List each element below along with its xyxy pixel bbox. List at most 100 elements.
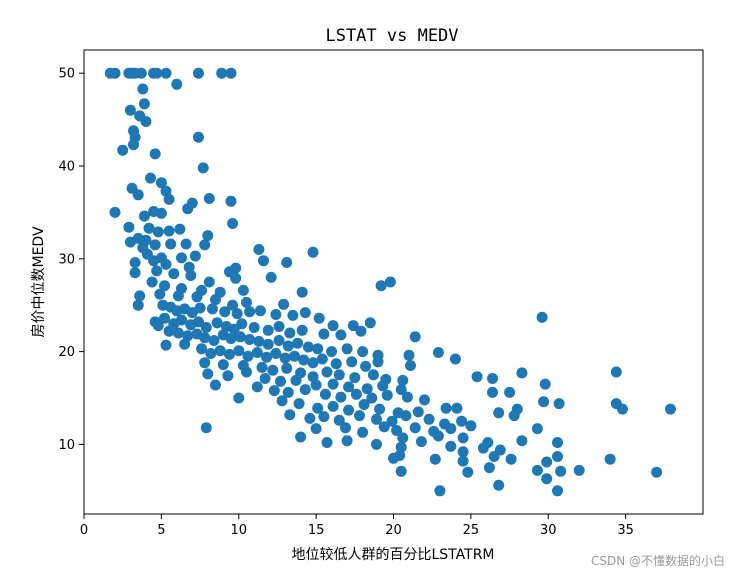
x-axis-label: 地位较低人群的百分比LSTATRM <box>292 547 495 563</box>
data-point <box>412 406 424 418</box>
plot-area <box>83 49 704 515</box>
data-point <box>573 464 585 476</box>
data-point <box>555 465 567 477</box>
data-point <box>313 312 325 324</box>
data-point <box>200 422 212 434</box>
data-point <box>287 309 299 321</box>
data-point <box>366 392 378 404</box>
data-point <box>298 354 310 366</box>
data-point <box>349 372 361 384</box>
data-point <box>321 437 333 448</box>
data-point <box>541 473 553 485</box>
data-point <box>138 98 150 110</box>
data-point <box>310 379 322 391</box>
data-point <box>185 270 197 281</box>
data-point <box>487 373 498 384</box>
y-tick-label: 40 <box>58 160 75 175</box>
x-tick-label: 20 <box>385 523 402 538</box>
data-point <box>552 485 563 497</box>
data-point <box>312 402 324 414</box>
data-point <box>327 378 339 390</box>
data-point <box>364 317 376 329</box>
data-point <box>429 453 441 465</box>
y-tick-label: 30 <box>58 252 75 267</box>
data-point <box>282 340 294 352</box>
data-point <box>160 67 172 79</box>
data-point <box>335 391 347 403</box>
data-point <box>183 261 195 273</box>
data-point <box>403 349 415 361</box>
data-point <box>117 144 129 156</box>
data-point <box>129 267 141 279</box>
data-point <box>493 407 505 419</box>
data-point <box>146 276 158 288</box>
x-tick-label: 0 <box>80 523 88 538</box>
data-point <box>354 410 365 422</box>
data-point <box>129 257 141 268</box>
data-point <box>456 415 468 427</box>
data-point <box>457 432 469 444</box>
data-point <box>307 357 319 369</box>
data-point <box>206 303 218 315</box>
data-point <box>155 207 167 219</box>
data-point <box>357 426 369 438</box>
data-point <box>202 230 214 242</box>
data-point <box>493 479 505 491</box>
data-point <box>374 403 386 415</box>
data-point <box>327 320 339 332</box>
data-point <box>160 258 172 270</box>
x-tick-label: 35 <box>617 523 634 538</box>
data-point <box>172 290 184 302</box>
data-point <box>371 438 382 450</box>
data-point <box>553 398 565 410</box>
data-point <box>449 353 461 365</box>
data-point <box>233 345 245 357</box>
data-point <box>451 402 463 414</box>
data-point <box>230 272 242 284</box>
data-point <box>205 348 217 359</box>
data-point <box>340 422 351 434</box>
data-point <box>176 314 187 326</box>
data-point <box>516 367 528 379</box>
data-point <box>152 320 164 332</box>
data-point <box>330 358 342 370</box>
data-point <box>159 312 170 324</box>
data-point <box>145 172 156 184</box>
data-point <box>415 436 427 448</box>
y-tick-label: 10 <box>58 438 75 453</box>
data-point <box>531 464 543 476</box>
x-tick-label: 15 <box>308 523 325 538</box>
data-point <box>109 206 121 218</box>
watermark: CSDN @不懂数据的小白 <box>590 554 725 568</box>
data-point <box>262 324 274 336</box>
data-point <box>290 374 302 386</box>
data-point <box>137 83 149 95</box>
data-point <box>432 347 444 358</box>
data-point <box>360 360 372 372</box>
data-point <box>191 291 203 303</box>
data-point <box>307 371 319 383</box>
chart-title: LSTAT vs MEDV <box>325 26 458 46</box>
data-point <box>445 440 457 452</box>
data-point <box>182 203 194 215</box>
y-axis-label: 房价中位数MEDV <box>31 226 47 337</box>
data-point <box>124 104 136 116</box>
data-point <box>419 394 430 406</box>
data-point <box>508 410 520 422</box>
data-point <box>258 255 269 267</box>
data-point <box>225 333 237 345</box>
data-point <box>316 353 328 365</box>
data-point <box>270 309 282 320</box>
data-point <box>211 317 223 329</box>
data-point <box>270 348 282 359</box>
data-point <box>307 246 319 258</box>
data-point <box>278 298 290 310</box>
data-point <box>397 374 409 386</box>
data-point <box>140 116 152 127</box>
data-point <box>180 238 192 250</box>
data-point <box>281 362 293 374</box>
data-point <box>539 378 551 390</box>
data-point <box>302 341 314 353</box>
data-point <box>462 466 474 478</box>
data-point <box>275 375 286 387</box>
